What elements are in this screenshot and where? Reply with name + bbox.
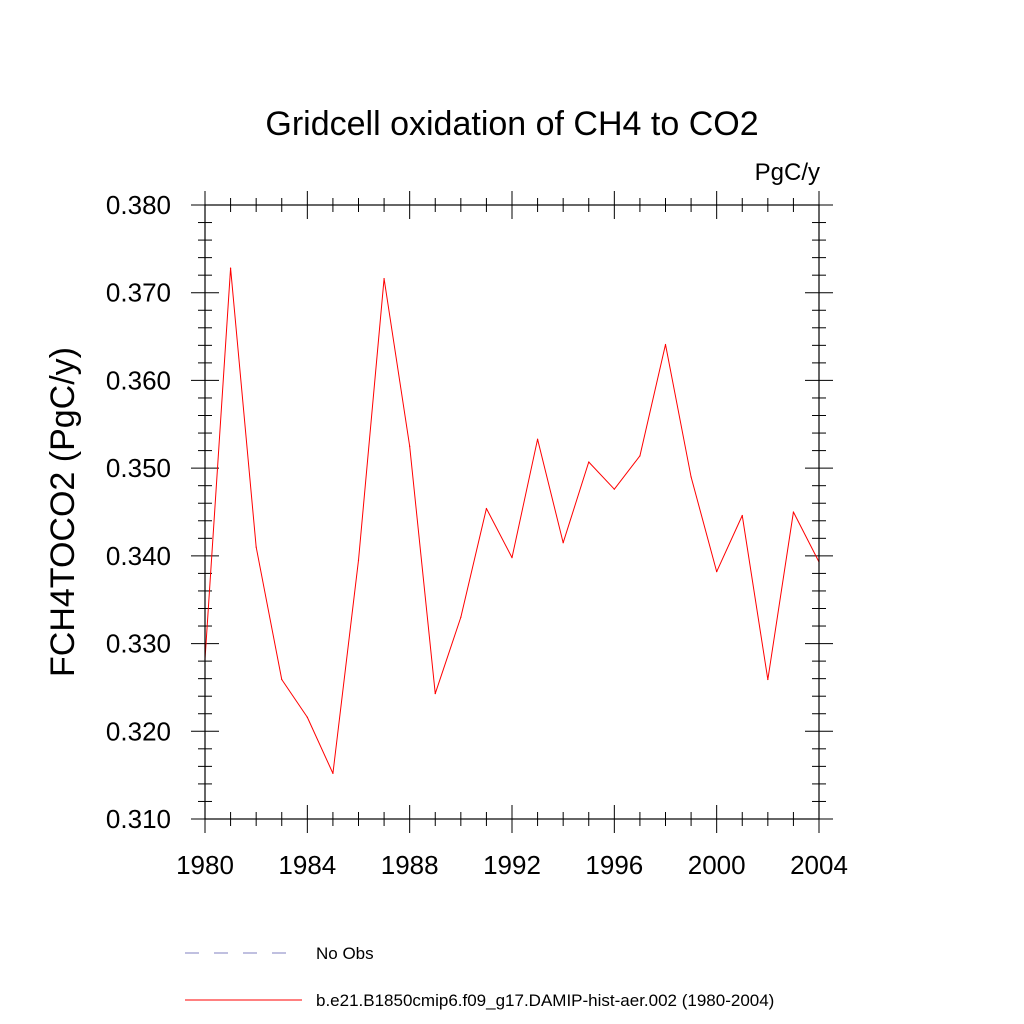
- y-tick-label: 0.360: [106, 365, 171, 395]
- y-tick-label: 0.370: [106, 278, 171, 308]
- data-point: [383, 278, 385, 280]
- x-tick-label: 1984: [278, 850, 336, 880]
- data-point: [639, 455, 641, 457]
- legend: No Obs b.e21.B1850cmip6.f09_g17.DAMIP-hi…: [185, 944, 774, 1010]
- y-tick-labels: 0.310 0.320 0.330 0.340 0.350 0.360 0.370 0.380: [106, 190, 171, 834]
- data-point: [792, 511, 795, 513]
- axis-ticks: [191, 191, 833, 833]
- data-point: [281, 678, 283, 681]
- y-tick-label: 0.310: [106, 804, 171, 834]
- x-tick-label: 1996: [585, 850, 643, 880]
- data-point: [613, 488, 615, 490]
- series-line: [204, 267, 820, 774]
- legend-label-no-obs: No Obs: [316, 944, 374, 963]
- data-point: [332, 772, 334, 774]
- data-point: [562, 542, 564, 544]
- y-tick-label: 0.330: [106, 629, 171, 659]
- x-tick-label: 1988: [381, 850, 439, 880]
- y-axis-label: FCH4TOCO2 (PgC/y): [44, 347, 82, 677]
- data-point: [536, 438, 539, 440]
- data-point: [741, 514, 743, 517]
- data-point: [588, 461, 590, 463]
- data-point: [511, 557, 513, 559]
- legend-label-model: b.e21.B1850cmip6.f09_g17.DAMIP-hist-aer.…: [316, 991, 774, 1010]
- data-point: [255, 546, 257, 548]
- data-point: [716, 571, 718, 573]
- y-tick-label: 0.380: [106, 190, 171, 220]
- units-label: PgC/y: [755, 159, 820, 186]
- data-point: [485, 507, 488, 510]
- data-point: [306, 716, 308, 718]
- data-point: [409, 445, 411, 447]
- x-tick-label: 1992: [483, 850, 541, 880]
- chart-title: Gridcell oxidation of CH4 to CO2: [265, 105, 758, 143]
- data-point: [460, 616, 462, 618]
- x-tick-label: 1980: [176, 850, 234, 880]
- x-tick-label: 2004: [790, 850, 848, 880]
- data-point: [767, 678, 769, 681]
- x-tick-labels: 1980 1984 1988 1992 1996 2000 2004: [176, 850, 848, 880]
- data-point: [434, 692, 436, 695]
- x-tick-label: 2000: [688, 850, 746, 880]
- data-point: [357, 559, 360, 561]
- data-point: [229, 267, 232, 269]
- plot-frame: [204, 204, 820, 820]
- y-tick-label: 0.340: [106, 541, 171, 571]
- y-tick-label: 0.320: [106, 716, 171, 746]
- plot-area: [204, 267, 820, 774]
- data-point: [690, 476, 692, 478]
- data-point: [664, 343, 667, 346]
- y-tick-label: 0.350: [106, 453, 171, 483]
